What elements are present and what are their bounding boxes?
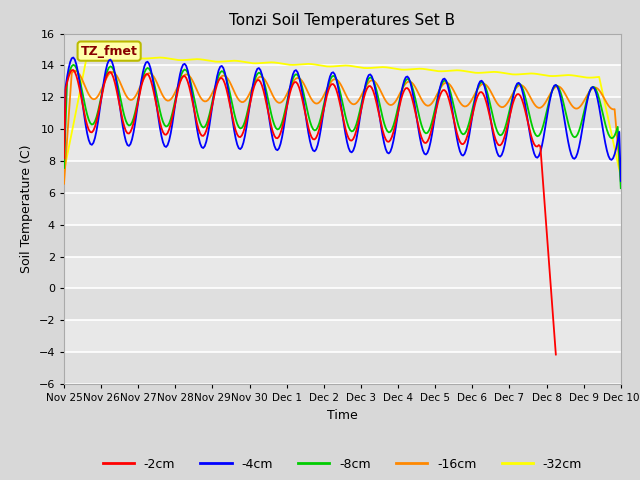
Bar (64, 352, 621, 384)
Y-axis label: Soil Temperature (C): Soil Temperature (C) (20, 144, 33, 273)
Bar (64, 225, 621, 257)
Legend: -2cm, -4cm, -8cm, -16cm, -32cm: -2cm, -4cm, -8cm, -16cm, -32cm (97, 453, 588, 476)
Bar (64, 257, 621, 288)
Bar (64, 161, 621, 193)
Text: TZ_fmet: TZ_fmet (81, 45, 138, 58)
Bar (64, 34, 621, 65)
Bar (64, 65, 621, 97)
Bar (64, 193, 621, 225)
X-axis label: Time: Time (327, 408, 358, 421)
Bar (64, 97, 621, 129)
Bar (64, 288, 621, 320)
Bar (64, 320, 621, 352)
Bar (64, 129, 621, 161)
Title: Tonzi Soil Temperatures Set B: Tonzi Soil Temperatures Set B (229, 13, 456, 28)
